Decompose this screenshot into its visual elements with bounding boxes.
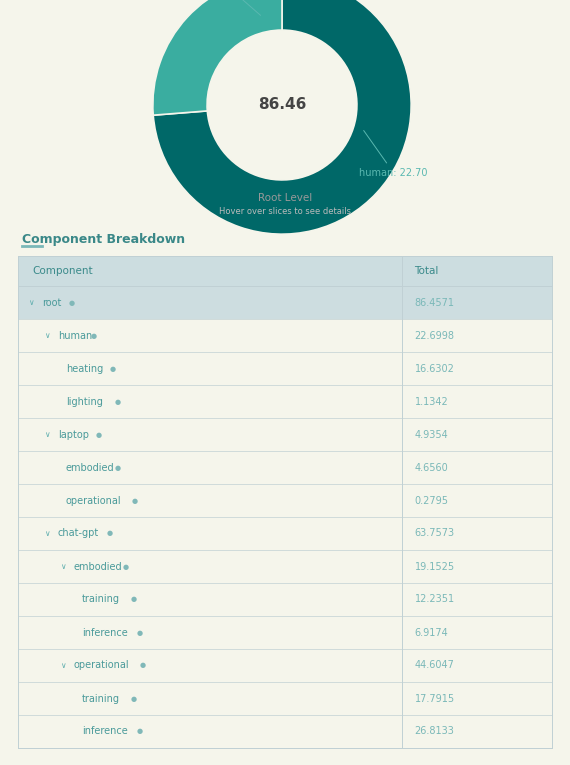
Text: ●: ● — [140, 662, 145, 669]
Text: ●: ● — [136, 630, 142, 636]
Wedge shape — [153, 0, 282, 116]
Bar — [18, 583, 552, 616]
Text: ∨: ∨ — [44, 430, 50, 439]
Text: Root Level: Root Level — [258, 193, 312, 203]
Text: ●: ● — [123, 564, 129, 569]
Text: 17.7915: 17.7915 — [414, 694, 455, 704]
Bar — [18, 616, 552, 649]
Text: Total: Total — [414, 266, 439, 276]
Text: 86.4571: 86.4571 — [414, 298, 454, 308]
Text: ●: ● — [96, 431, 102, 438]
Text: ●: ● — [132, 497, 137, 503]
Text: 16.6302: 16.6302 — [414, 363, 454, 373]
Text: 63.7573: 63.7573 — [414, 529, 455, 539]
Text: 19.1525: 19.1525 — [414, 562, 455, 571]
Text: ●: ● — [131, 695, 137, 702]
Text: chat-gpt: 63.76: chat-gpt: 63.76 — [189, 0, 264, 15]
Text: heating: heating — [66, 363, 103, 373]
Text: ●: ● — [91, 333, 96, 338]
Bar — [18, 517, 552, 550]
Text: Component Breakdown: Component Breakdown — [22, 233, 185, 246]
Text: 4.9354: 4.9354 — [414, 429, 448, 440]
Bar — [18, 385, 552, 418]
Text: chat-gpt: chat-gpt — [58, 529, 99, 539]
Text: embodied: embodied — [74, 562, 123, 571]
Text: ∨: ∨ — [60, 661, 66, 670]
Text: Hover over slices to see details: Hover over slices to see details — [219, 207, 351, 216]
Text: inference: inference — [82, 727, 128, 737]
Text: ∨: ∨ — [44, 331, 50, 340]
Text: 12.2351: 12.2351 — [414, 594, 455, 604]
Text: training: training — [82, 694, 120, 704]
Text: lighting: lighting — [66, 396, 103, 406]
Bar — [18, 715, 552, 748]
Bar — [18, 319, 552, 352]
Bar — [18, 286, 552, 319]
Text: ●: ● — [109, 366, 116, 372]
Bar — [18, 256, 552, 286]
Text: ●: ● — [136, 728, 142, 734]
Text: embodied: embodied — [66, 463, 115, 473]
Text: training: training — [82, 594, 120, 604]
Text: operational: operational — [66, 496, 121, 506]
Text: laptop: laptop — [58, 429, 89, 440]
Text: 4.6560: 4.6560 — [414, 463, 448, 473]
Text: 6.9174: 6.9174 — [414, 627, 448, 637]
Text: Component: Component — [32, 266, 92, 276]
Bar — [18, 418, 552, 451]
Text: inference: inference — [82, 627, 128, 637]
Text: operational: operational — [74, 660, 129, 670]
Text: 22.6998: 22.6998 — [414, 330, 454, 340]
Text: 26.8133: 26.8133 — [414, 727, 454, 737]
Text: ∨: ∨ — [60, 562, 66, 571]
Text: human: 22.70: human: 22.70 — [360, 131, 428, 178]
Text: ●: ● — [115, 464, 121, 470]
Text: ●: ● — [131, 597, 137, 603]
Text: 1.1342: 1.1342 — [414, 396, 448, 406]
Text: ●: ● — [69, 300, 75, 305]
Text: human: human — [58, 330, 92, 340]
Wedge shape — [153, 0, 411, 234]
Text: 44.6047: 44.6047 — [414, 660, 454, 670]
Text: ●: ● — [107, 530, 113, 536]
Bar — [18, 550, 552, 583]
Text: root: root — [42, 298, 62, 308]
Bar — [18, 484, 552, 517]
Bar — [18, 682, 552, 715]
Bar — [18, 352, 552, 385]
Bar — [18, 649, 552, 682]
Bar — [18, 451, 552, 484]
Text: 86.46: 86.46 — [258, 97, 306, 112]
Text: 0.2795: 0.2795 — [414, 496, 449, 506]
Text: ●: ● — [115, 399, 121, 405]
Text: ∨: ∨ — [28, 298, 34, 307]
Text: ∨: ∨ — [44, 529, 50, 538]
